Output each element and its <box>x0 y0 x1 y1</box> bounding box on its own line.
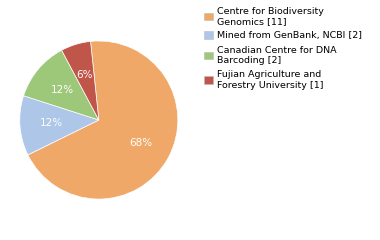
Text: 68%: 68% <box>129 138 152 148</box>
Wedge shape <box>20 96 99 155</box>
Wedge shape <box>28 41 178 199</box>
Legend: Centre for Biodiversity
Genomics [11], Mined from GenBank, NCBI [2], Canadian Ce: Centre for Biodiversity Genomics [11], M… <box>202 5 364 91</box>
Text: 12%: 12% <box>40 119 63 128</box>
Text: 12%: 12% <box>51 84 74 95</box>
Text: 6%: 6% <box>77 70 93 80</box>
Wedge shape <box>62 41 99 120</box>
Wedge shape <box>24 50 99 120</box>
